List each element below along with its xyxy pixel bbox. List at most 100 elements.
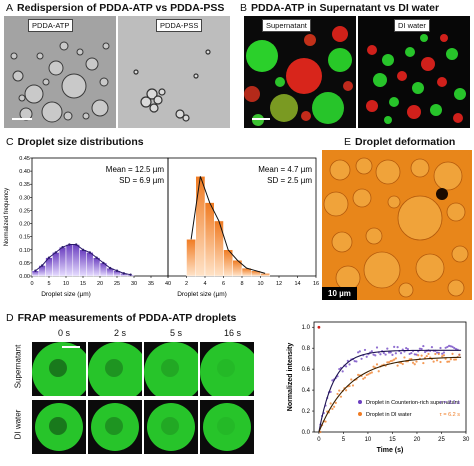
x-tick-label: 16 xyxy=(313,281,319,287)
x-tick-label: 20 xyxy=(414,437,421,443)
size-distribution-charts: Normalized frequency 0.00 0.05 0.10 0.15 0.20… xyxy=(4,156,319,298)
data-point xyxy=(418,347,422,350)
y-tick-label: 0.45 xyxy=(19,156,30,162)
data-point xyxy=(427,352,430,356)
x-tick-label: 10 xyxy=(257,281,263,287)
histogram-bar xyxy=(65,244,74,277)
fit-point xyxy=(95,256,98,259)
data-point xyxy=(411,361,415,364)
data-point xyxy=(415,353,418,356)
data-point xyxy=(370,371,373,374)
scale-bar xyxy=(62,346,80,348)
data-point xyxy=(389,359,392,363)
fit-point xyxy=(109,266,112,270)
data-point xyxy=(451,345,454,349)
data-point xyxy=(333,405,336,408)
panel-d-title: D FRAP measurements of PDDA-ATP droplets xyxy=(6,312,237,324)
y-tick-label: 0.4 xyxy=(302,388,311,394)
data-point xyxy=(379,353,382,356)
data-point xyxy=(355,360,358,363)
y-tick-label: 0.00 xyxy=(19,274,30,280)
panel-a-image-left: PDDA-ATP xyxy=(4,16,116,128)
data-point xyxy=(338,389,341,392)
data-point xyxy=(396,364,399,367)
histogram-bar xyxy=(72,244,80,277)
data-point xyxy=(393,358,396,361)
frap-frame-image xyxy=(200,400,254,454)
x-tick-label: 25 xyxy=(438,437,445,443)
panel-b-image-right: DI water xyxy=(358,16,470,128)
data-point xyxy=(345,365,348,368)
data-point xyxy=(348,384,351,388)
data-point xyxy=(451,352,454,355)
data-point xyxy=(372,365,375,368)
histogram-bar xyxy=(92,257,101,277)
x-axis-label: Time (s) xyxy=(377,447,404,454)
y-tick-label: 0.0 xyxy=(302,430,311,436)
data-point xyxy=(387,351,391,354)
frap-time-3: 16 s xyxy=(224,328,242,338)
data-point xyxy=(358,350,361,353)
data-point xyxy=(341,370,344,373)
data-point xyxy=(384,353,387,356)
x-tick-label: 15 xyxy=(80,281,86,287)
stats-annotation: SD = 2.5 µm xyxy=(267,176,312,185)
data-point xyxy=(422,361,425,365)
panel-a-image-right: PDDA-PSS xyxy=(118,16,230,128)
x-tick-label: 0 xyxy=(317,437,321,443)
label-pdda-pss: PDDA-PSS xyxy=(156,19,203,32)
y-tick-label: 0.30 xyxy=(19,195,30,201)
x-tick-label: 10 xyxy=(365,437,372,443)
data-point xyxy=(403,356,406,359)
y-tick-label: 0.25 xyxy=(19,208,30,214)
legend-label: Droplet in Counterion-rich supernatant xyxy=(366,400,460,406)
data-point xyxy=(410,351,413,355)
data-point xyxy=(453,358,456,361)
data-point xyxy=(430,346,434,349)
data-point xyxy=(422,344,425,348)
frap-time-2: 5 s xyxy=(170,328,183,338)
data-point xyxy=(454,358,458,361)
data-point xyxy=(442,351,446,354)
scale-bar xyxy=(12,118,32,120)
x-tick-label: 0 xyxy=(30,281,33,287)
fit-point xyxy=(41,264,44,267)
data-point xyxy=(331,407,334,410)
fit-point xyxy=(75,243,78,246)
data-point xyxy=(453,346,456,350)
fit-point xyxy=(129,273,132,276)
panel-c-title: C Droplet size distributions xyxy=(6,136,144,148)
y-axis-label: Normalized frequency xyxy=(4,188,10,246)
tau-label: τ = 6.2 s xyxy=(440,412,461,418)
data-point xyxy=(348,363,351,366)
x-tick-label: 30 xyxy=(131,281,137,287)
data-point xyxy=(365,355,368,358)
data-point xyxy=(382,351,385,355)
frap-frame-image xyxy=(32,400,86,454)
data-point xyxy=(408,352,411,356)
data-point xyxy=(399,352,403,355)
x-tick-label: 15 xyxy=(389,437,396,443)
panel-e-title: E Droplet deformation xyxy=(344,136,456,148)
frap-frame-image xyxy=(200,342,254,396)
x-tick-label: 4 xyxy=(203,281,206,287)
frap-frame-image xyxy=(32,342,86,396)
y-tick-label: 0.35 xyxy=(19,182,30,188)
fit-curve xyxy=(318,349,462,433)
data-point xyxy=(339,395,343,398)
data-point xyxy=(394,352,397,355)
fit-curve xyxy=(190,176,266,274)
y-axis-label: Normalized intensity xyxy=(287,343,294,412)
data-point xyxy=(425,354,428,358)
data-point xyxy=(410,357,413,361)
frap-frame-image xyxy=(88,400,142,454)
histogram-bar xyxy=(86,252,94,277)
data-point xyxy=(449,358,452,361)
legend-marker xyxy=(358,400,362,404)
fit-point xyxy=(115,269,119,272)
data-point xyxy=(447,344,451,347)
x-tick-label: 35 xyxy=(148,281,154,287)
data-point xyxy=(357,351,360,354)
stats-annotation: Mean = 4.7 µm xyxy=(258,165,312,174)
fit-point xyxy=(68,243,71,246)
